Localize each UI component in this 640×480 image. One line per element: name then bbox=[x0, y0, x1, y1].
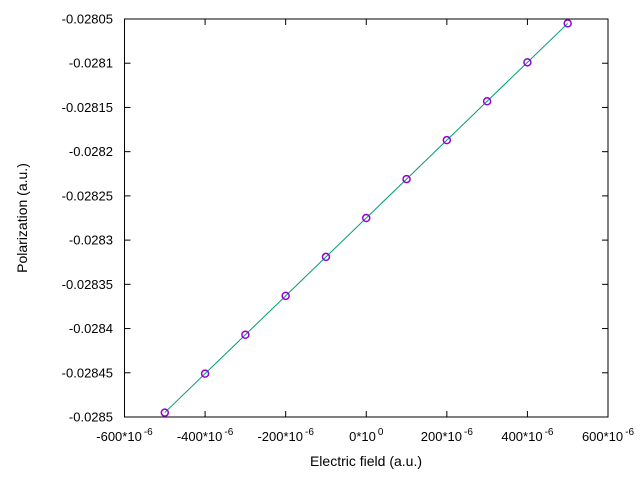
data-point bbox=[362, 213, 371, 223]
data-point bbox=[241, 330, 250, 339]
x-tick-label: -400*10 -6 bbox=[177, 427, 234, 444]
data-line bbox=[164, 23, 569, 413]
data-point bbox=[442, 135, 452, 145]
y-tick-label: -0.0284 bbox=[69, 321, 113, 336]
y-tick-label: -0.02805 bbox=[62, 12, 113, 27]
y-tick-label: -0.02825 bbox=[62, 188, 113, 203]
data-point bbox=[523, 58, 532, 67]
x-tick-label: 0*10 0 bbox=[349, 427, 384, 444]
y-tick-label: -0.0281 bbox=[69, 56, 113, 71]
y-tick-label: -0.02845 bbox=[62, 365, 113, 380]
y-axis-label: Polarization (a.u.) bbox=[14, 163, 30, 273]
data-point bbox=[281, 291, 290, 301]
data-point bbox=[482, 97, 492, 106]
data-point bbox=[160, 408, 170, 417]
x-tick-label: -600*10 -6 bbox=[96, 427, 153, 444]
data-point bbox=[402, 174, 411, 184]
x-axis-label: Electric field (a.u.) bbox=[309, 453, 423, 469]
y-tick-label: -0.02835 bbox=[62, 277, 113, 292]
x-tick-label: 400*10 -6 bbox=[501, 427, 554, 444]
x-tick-label: 200*10 -6 bbox=[421, 427, 474, 444]
x-tick-label: 600*10 -6 bbox=[582, 427, 635, 444]
y-tick-label: -0.0282 bbox=[69, 144, 113, 159]
y-tick-label: -0.0283 bbox=[69, 233, 113, 248]
y-tick-label: -0.0285 bbox=[69, 410, 113, 425]
x-tick-label: -200*10 -6 bbox=[257, 427, 314, 444]
y-tick-label: -0.02815 bbox=[62, 100, 113, 115]
data-point bbox=[321, 252, 331, 262]
data-point bbox=[563, 19, 572, 28]
data-point bbox=[200, 369, 210, 378]
